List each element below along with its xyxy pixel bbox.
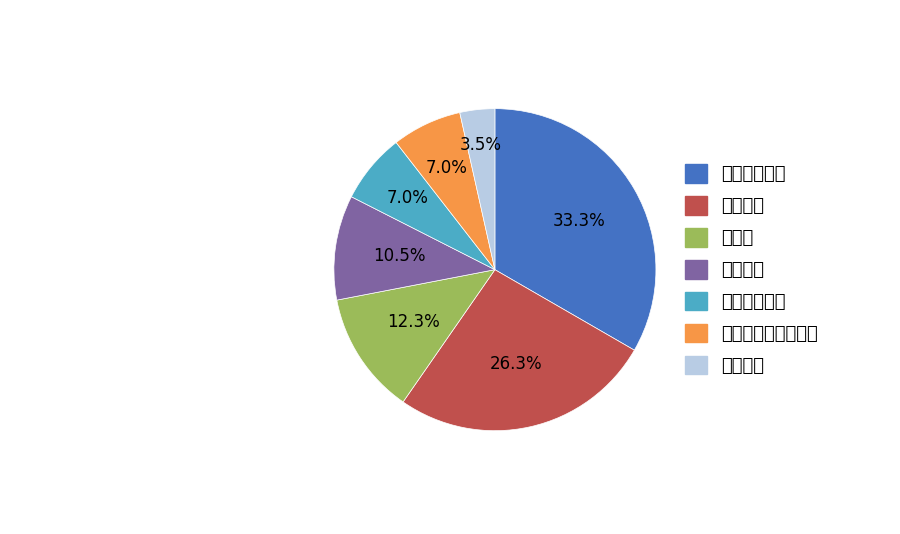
Text: 12.3%: 12.3% [388, 313, 440, 332]
Text: 33.3%: 33.3% [553, 213, 605, 230]
Text: 3.5%: 3.5% [460, 136, 502, 154]
Wedge shape [334, 197, 495, 300]
Text: 7.0%: 7.0% [426, 159, 468, 177]
Wedge shape [351, 143, 495, 270]
Wedge shape [396, 113, 495, 270]
Wedge shape [403, 270, 634, 431]
Legend: 金属切削机床, 磨料磨具, 工量具, 数控装置, 金属成形机床, 机床附件及功能部件, 木工机械: 金属切削机床, 磨料磨具, 工量具, 数控装置, 金属成形机床, 机床附件及功能… [685, 164, 818, 375]
Text: 7.0%: 7.0% [387, 189, 429, 207]
Text: 10.5%: 10.5% [373, 247, 426, 265]
Wedge shape [460, 108, 495, 270]
Wedge shape [495, 108, 656, 350]
Wedge shape [337, 270, 495, 402]
Text: 26.3%: 26.3% [490, 355, 543, 373]
